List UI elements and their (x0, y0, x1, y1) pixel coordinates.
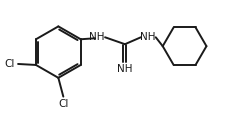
Text: Cl: Cl (58, 99, 68, 108)
Text: NH: NH (117, 64, 132, 74)
Text: NH: NH (89, 32, 104, 42)
Text: NH: NH (140, 32, 155, 42)
Text: Cl: Cl (5, 59, 15, 69)
